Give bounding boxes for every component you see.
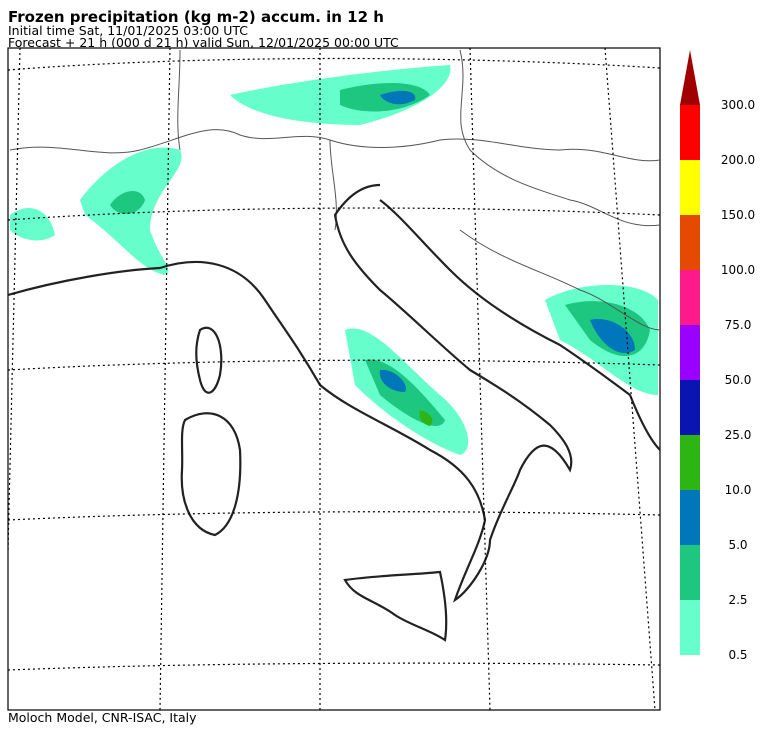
legend-swatch: [680, 105, 700, 160]
legend-swatch: [680, 490, 700, 545]
legend-label: 25.0: [725, 428, 752, 442]
legend-label: 10.0: [725, 483, 752, 497]
coastlines: [8, 183, 660, 642]
legend-swatch: [680, 545, 700, 600]
map: [7, 47, 661, 711]
forecast-time: Forecast + 21 h (000 d 21 h) valid Sun, …: [8, 35, 399, 50]
legend-label: 2.5: [728, 593, 747, 607]
initial-time: Initial time Sat, 11/01/2025 03:00 UTC: [8, 23, 248, 38]
legend-label: 150.0: [721, 208, 755, 222]
legend-label: 5.0: [728, 538, 747, 552]
legend-arrow: [680, 50, 700, 105]
precip-areas: [10, 65, 658, 455]
borders: [9, 49, 660, 331]
legend-swatch: [680, 270, 700, 325]
legend-label: 300.0: [721, 98, 755, 112]
legend-label: 200.0: [721, 153, 755, 167]
legend: 0.5 2.5 5.0 10.0 25.0 50.0 75.0 100.0 150.0 200.0…: [680, 50, 755, 662]
legend-label: 100.0: [721, 263, 755, 277]
footer: Moloch Model, CNR-ISAC, Italy: [8, 710, 197, 725]
legend-label: 75.0: [725, 318, 752, 332]
legend-swatch: [680, 160, 700, 215]
legend-swatch: [680, 435, 700, 490]
title: Frozen precipitation (kg m-2) accum. in …: [8, 8, 384, 26]
legend-label: 0.5: [728, 648, 747, 662]
graticule: [8, 48, 660, 710]
legend-swatch: [680, 380, 700, 435]
legend-swatch: [680, 215, 700, 270]
legend-swatch: [680, 600, 700, 655]
legend-label: 50.0: [725, 373, 752, 387]
legend-swatch: [680, 325, 700, 380]
